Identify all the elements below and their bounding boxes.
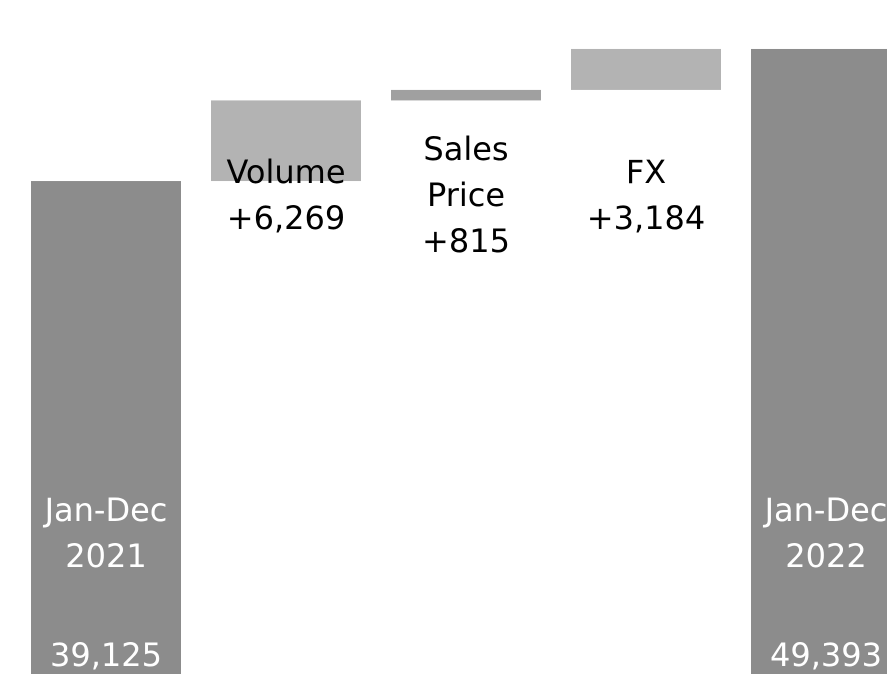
bar — [211, 100, 361, 182]
label-group: Jan-Dec 2021 — [31, 487, 181, 579]
category-label: Jan-Dec 2022 — [764, 491, 887, 575]
category-label: FX — [625, 153, 667, 191]
value-label: +815 — [422, 222, 510, 260]
bar — [391, 89, 541, 101]
label-group: Sales Price +815 — [391, 126, 541, 264]
bar — [31, 181, 181, 674]
value-label: +3,184 — [586, 199, 706, 237]
bar — [751, 48, 887, 674]
value-label: +6,269 — [226, 199, 346, 237]
label-group: 49,393 — [751, 632, 887, 674]
category-label: Volume — [226, 153, 346, 191]
label-group: Jan-Dec 2022 — [751, 487, 887, 579]
label-group: 39,125 — [31, 632, 181, 674]
label-group: Volume +6,269 — [211, 149, 361, 241]
category-label: Jan-Dec 2021 — [44, 491, 168, 575]
bar — [571, 48, 721, 90]
category-label: Sales Price — [423, 130, 509, 214]
value-label: 39,125 — [50, 636, 162, 674]
label-group: FX +3,184 — [571, 149, 721, 241]
value-label: 49,393 — [770, 636, 882, 674]
